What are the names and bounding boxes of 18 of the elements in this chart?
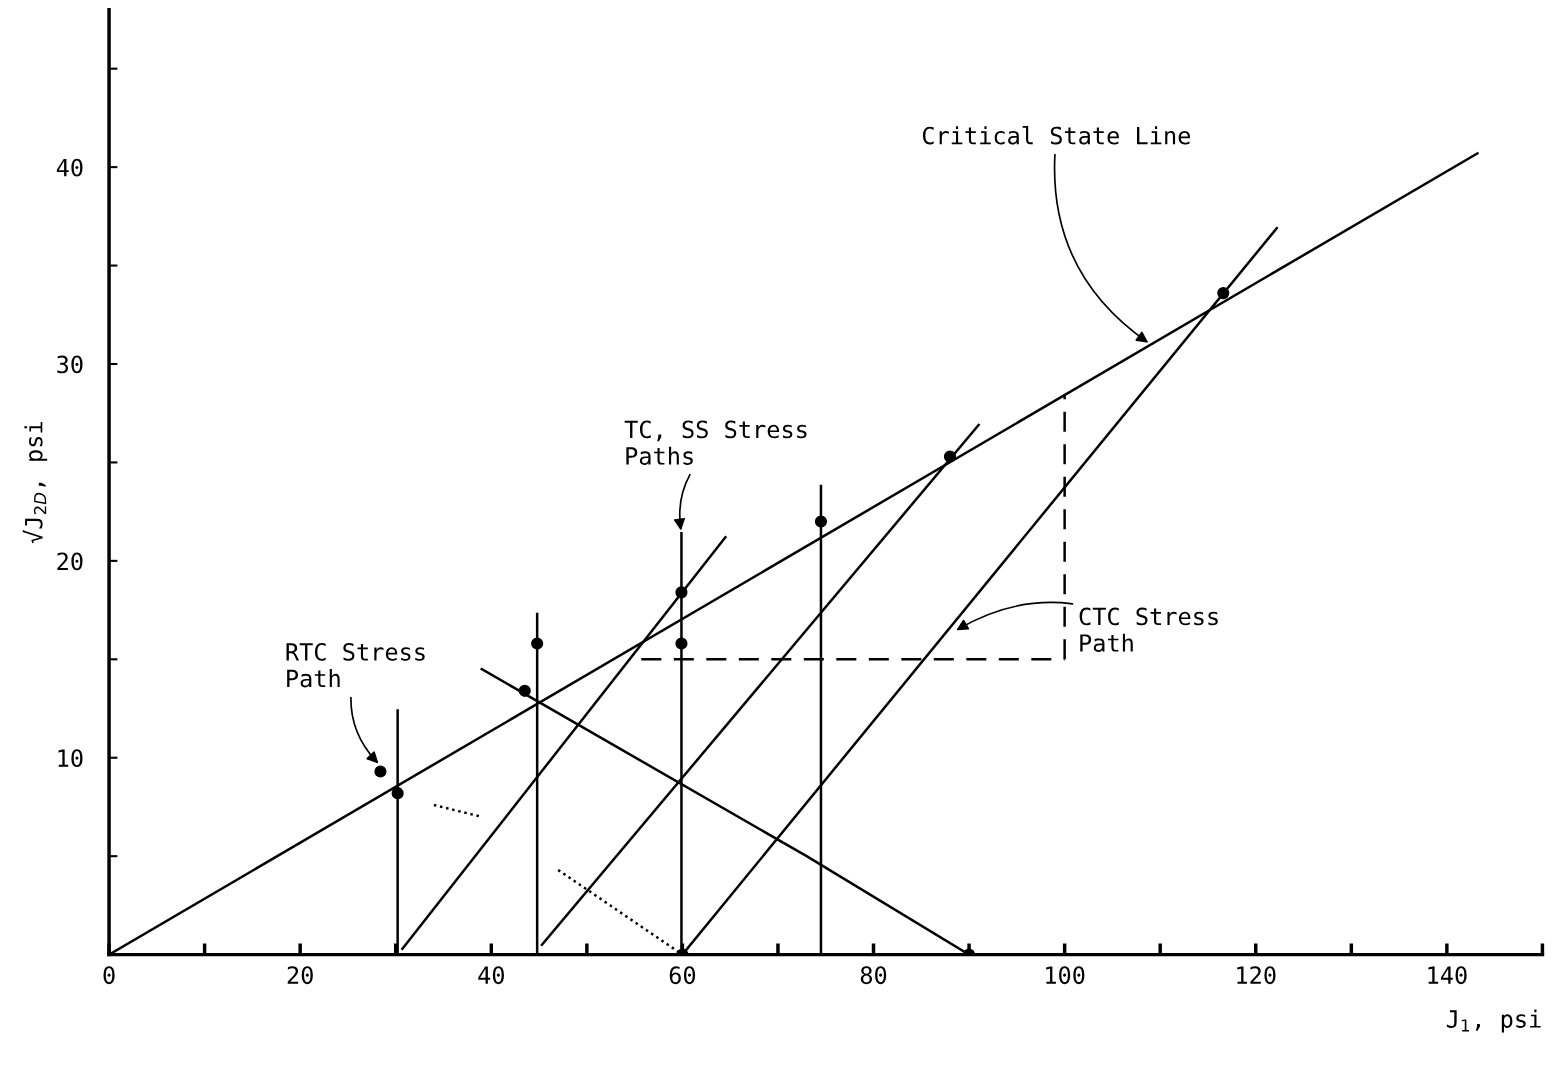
x-tick-label: 80 xyxy=(860,966,887,985)
annotation: CTC Stress Path xyxy=(1079,607,1218,652)
x-tick-label: 60 xyxy=(669,966,696,985)
annotation: TC, SS Stress Paths xyxy=(624,420,807,465)
y-tick-label: 30 xyxy=(57,355,83,374)
annotation: RTC Stress Path xyxy=(286,642,425,688)
x-axis-title: J$_{1}$, psi xyxy=(1446,1009,1541,1033)
x-tick-label: 120 xyxy=(1237,966,1276,985)
y-tick-label: 40 xyxy=(56,158,83,177)
annotation: Critical State Line xyxy=(922,126,1190,145)
x-tick-label: 20 xyxy=(287,966,313,985)
x-tick-label: 100 xyxy=(1046,966,1085,985)
x-tick-label: 40 xyxy=(478,966,504,985)
x-tick-label: 140 xyxy=(1428,966,1467,985)
x-tick-label: 0 xyxy=(103,966,115,985)
y-axis-title: √J$_{2D}$, psi xyxy=(22,421,48,544)
y-tick-label: 10 xyxy=(58,749,83,768)
y-tick-label: 20 xyxy=(57,552,83,571)
